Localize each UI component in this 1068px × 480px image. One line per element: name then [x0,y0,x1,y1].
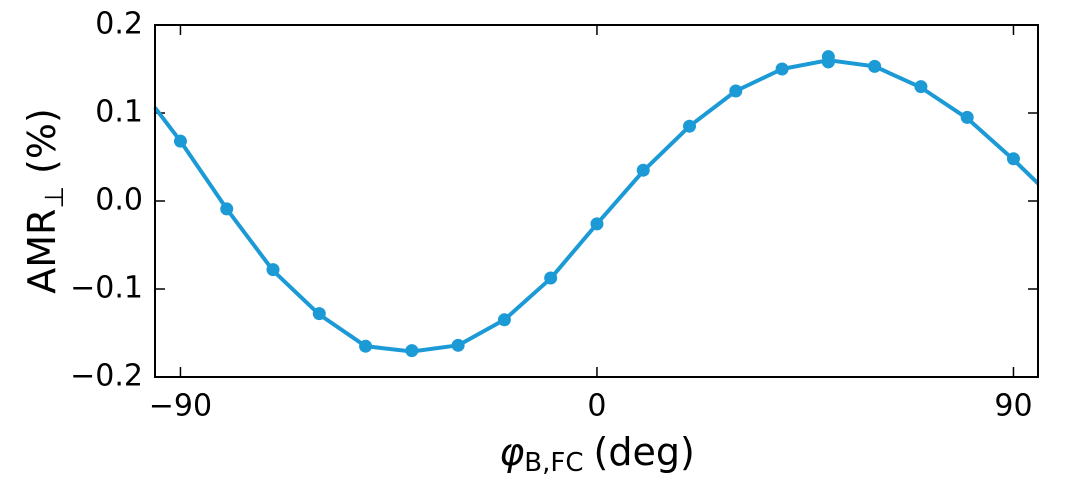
y-tick-label: 0.0 [95,183,143,218]
y-label-main: AMR [20,209,64,294]
y-tick-label: 0.1 [95,95,143,130]
x-tick-label: 0 [587,389,606,424]
x-label-symbol: φ [499,430,524,474]
data-point [775,62,789,76]
data-point [173,134,187,148]
x-label-sub: B,FC [524,448,583,478]
data-point [451,338,465,352]
x-label-unit: (deg) [594,430,695,474]
y-tick-label: −0.2 [70,359,143,394]
y-axis-label: AMR⊥ (%) [20,108,70,294]
data-point [683,119,697,133]
y-label-unit: (%) [20,108,64,174]
data-point [914,80,928,94]
plot-frame [154,24,1039,378]
data-point [405,344,419,358]
x-tick-label: 90 [994,389,1032,424]
data-point [636,163,650,177]
data-point [220,202,234,216]
data-point [544,271,558,285]
data-point [1006,152,1020,166]
data-point [590,217,604,231]
data-point [312,307,326,321]
data-point [868,59,882,73]
y-tick-label: 0.2 [95,7,143,42]
data-point [729,84,743,98]
data-point [960,110,974,124]
data-point [497,313,511,327]
data-point [266,263,280,277]
data-point [821,50,835,64]
y-tick-label: −0.1 [70,271,143,306]
x-axis-label: φB,FC (deg) [499,430,695,478]
y-label-sub: ⊥ [40,186,70,209]
x-tick-label: −90 [149,389,212,424]
fit-line [153,58,1040,354]
data-point [359,339,373,353]
